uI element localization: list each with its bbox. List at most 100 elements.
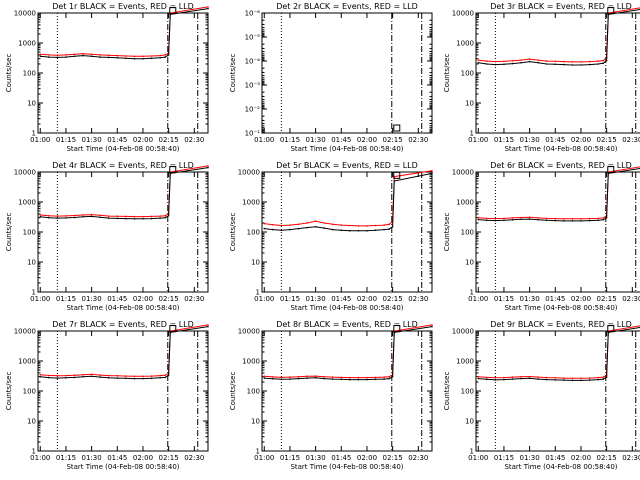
events-series-line-point [520, 61, 522, 64]
lld-series-line-point [280, 376, 283, 379]
events-series-line-point [477, 218, 480, 221]
events-series-line-point [374, 229, 377, 231]
lld-series-line-point [107, 54, 110, 57]
events-series-line-point [602, 378, 604, 380]
lld-series-line-point [511, 376, 514, 378]
events-series-line-point [511, 219, 514, 221]
lld-series-line-point [159, 54, 161, 57]
lld-series-line-point [107, 374, 110, 377]
events-series-line-point [503, 378, 505, 381]
events-series-line-point [431, 325, 433, 328]
lld-series-line-point [297, 375, 300, 378]
y-tick-label: 10 [465, 100, 474, 108]
x-tick-label: 02:30 [622, 136, 640, 144]
lld-series-line-point [65, 54, 67, 56]
x-axis-label: Start Time (04-Feb-08 00:58:40) [504, 463, 617, 471]
x-tick-label: 02:30 [408, 454, 428, 462]
x-tick-label: 01:30 [306, 295, 326, 303]
events-series-line-point [537, 378, 539, 380]
lld-series-line-point [99, 214, 101, 217]
lld-series-line-point [511, 60, 514, 62]
lld-series-line-point [503, 60, 505, 63]
peak-marker [393, 171, 401, 179]
events-series-line-point [150, 377, 153, 380]
lld-series-line-point [503, 217, 505, 220]
y-axis-label: Counts/sec [229, 372, 237, 411]
events-series-line-point [366, 378, 368, 381]
lld-series-line-point [349, 224, 351, 227]
x-tick-label: 02:00 [357, 454, 377, 462]
y-axis-label: Counts/sec [443, 213, 451, 252]
plot-frame [37, 330, 209, 452]
x-tick-label: 01:30 [520, 454, 540, 462]
events-series-line-point [116, 217, 119, 220]
y-tick-label: 10 [251, 259, 260, 267]
events-series-line-point [56, 217, 59, 219]
detector-panel-6: Det 6r BLACK = Events, RED = LLD 1 10 100 10… [443, 161, 640, 312]
y-tick-label: 10000 [14, 10, 36, 18]
x-tick-label: 01:45 [331, 136, 351, 144]
lld-series-line-point [357, 376, 360, 379]
lld-series-line-point [340, 224, 343, 226]
y-tick-label: 100 [461, 388, 474, 396]
detector-panel-2: Det 2r BLACK = Events, RED = LLD 10⁻¹ 10⁻²… [229, 2, 433, 153]
y-tick-label: 10000 [452, 328, 474, 336]
events-series-line-point [207, 325, 209, 328]
lld-series-line-point [297, 223, 300, 226]
panel-title: Det 7r BLACK = Events, RED = LLD [52, 320, 194, 329]
y-tick-label: 10⁻³ [245, 82, 261, 90]
y-tick-label: 1 [470, 130, 474, 138]
events-series-line-point [605, 59, 608, 62]
events-series-line-point [263, 227, 266, 230]
lld-series-line-point [73, 53, 76, 56]
y-tick-label: 10⁻² [245, 106, 261, 114]
lld-series-line-point [306, 375, 308, 378]
events-series-line-point [340, 378, 343, 381]
x-tick-label: 01:30 [82, 454, 102, 462]
x-tick-label: 02:15 [597, 295, 617, 303]
y-axis-label: Counts/sec [229, 213, 237, 252]
lld-series-line-point [65, 374, 67, 377]
events-series-line-point [142, 218, 144, 220]
events-series-line-point [545, 378, 548, 381]
x-tick-label: 01:00 [468, 136, 488, 144]
x-tick-label: 02:30 [184, 136, 204, 144]
lld-series-line-point [164, 214, 166, 217]
y-axis-label: Counts/sec [5, 54, 13, 93]
lld-series-line-point [314, 375, 317, 377]
lld-series-line-point [99, 374, 101, 376]
lld-series-line-point [388, 375, 391, 378]
lld-series-line-point [580, 61, 582, 63]
panel-title: Det 8r BLACK = Events, RED = LLD [276, 320, 418, 329]
x-tick-label: 01:15 [494, 295, 514, 303]
events-series-line-point [588, 379, 591, 381]
x-tick-label: 02:30 [408, 295, 428, 303]
lld-series-line-point [272, 223, 274, 226]
x-tick-label: 01:30 [82, 136, 102, 144]
lld-series-line-point [545, 376, 548, 379]
y-tick-label: 10000 [14, 169, 36, 177]
events-series-line-point [39, 375, 42, 378]
lld-series-line-point [150, 375, 153, 377]
lld-series-line-point [314, 220, 317, 222]
lld-series-line-point [207, 6, 209, 8]
lld-series-line [478, 7, 640, 63]
lld-series-line-point [580, 218, 582, 220]
lld-series-line-point [48, 54, 50, 56]
events-series-line-point [431, 172, 433, 175]
events-series-line-point [39, 55, 42, 58]
lld-series-line-point [289, 224, 291, 226]
events-series-line-point [164, 376, 166, 379]
lld-series-line-point [563, 377, 565, 379]
lld-series-line [264, 170, 433, 227]
lld-series-line-point [99, 54, 101, 56]
panel-title: Det 1r BLACK = Events, RED = LLD [52, 2, 194, 11]
plot-frame [261, 12, 433, 134]
events-series-line-point [554, 379, 557, 381]
lld-series-line-point [349, 376, 351, 379]
lld-series-line-point [520, 216, 522, 219]
events-series-line-point [486, 63, 488, 65]
events-series-line-point [331, 228, 334, 231]
events-series-line-point [99, 216, 101, 219]
events-series-line-point [545, 219, 548, 222]
